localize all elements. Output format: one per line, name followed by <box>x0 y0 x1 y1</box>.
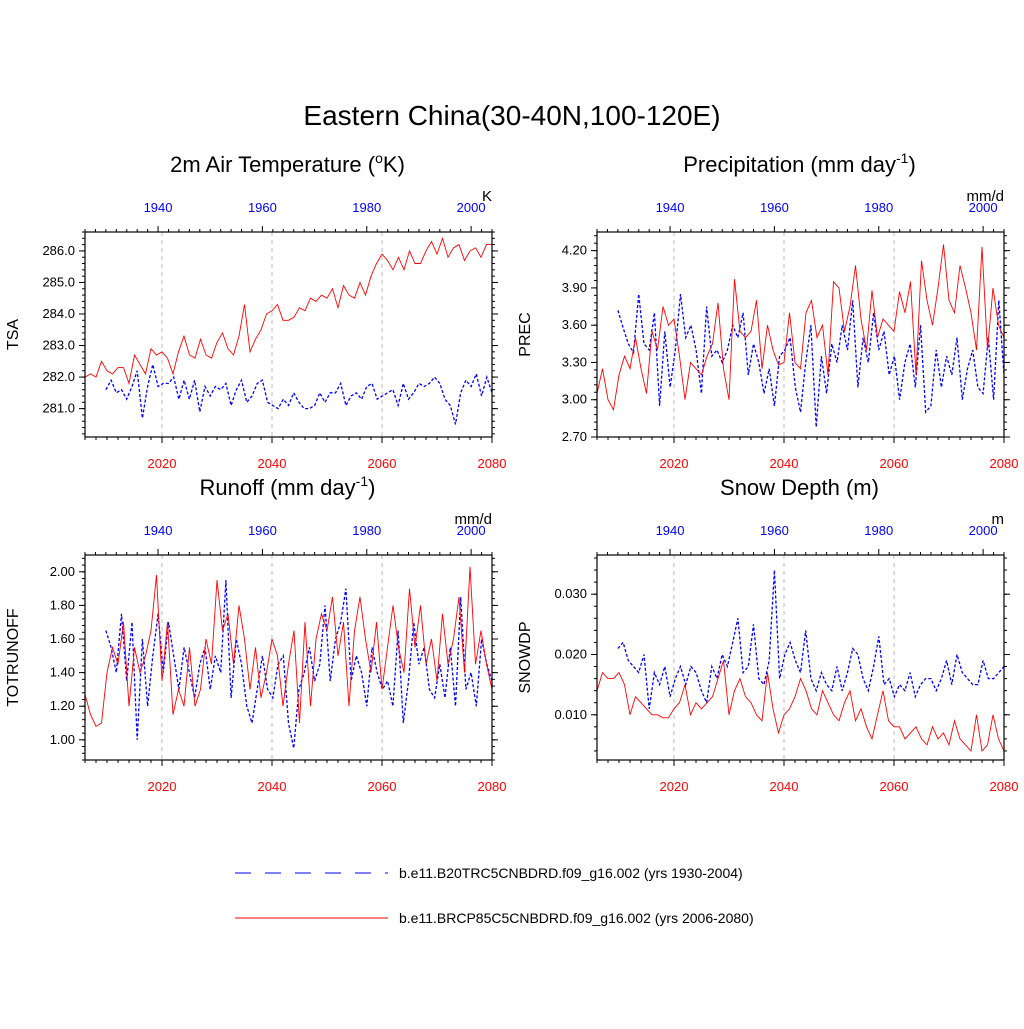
x-tick-label-bottom: 2060 <box>368 456 397 471</box>
panel-title: 2m Air Temperature (oK) <box>170 150 405 177</box>
panel-title: Snow Depth (m) <box>720 475 879 500</box>
x-tick-label-bottom: 2060 <box>880 456 909 471</box>
x-tick-label-top: 1940 <box>656 200 685 215</box>
x-tick-label-top: 1960 <box>760 523 789 538</box>
plot-frame <box>84 231 493 438</box>
x-tick-label-bottom: 2040 <box>770 779 799 794</box>
chart-panel-2: Precipitation (mm day-1) mm/d PREC 2.70 3.00… <box>517 150 1018 471</box>
x-tick-label-bottom: 2040 <box>258 456 287 471</box>
x-tick-label-bottom: 2080 <box>478 456 507 471</box>
chart-panel-3: Runoff (mm day-1) mm/d TOTRUNOFF 1.00 1.20 1.… <box>5 473 506 794</box>
x-tick-label-bottom: 2020 <box>148 779 177 794</box>
y-tick-label: 284.0 <box>42 306 75 321</box>
series-line-historical <box>617 570 1004 709</box>
legend-label: b.e11.BRCP85C5CNBDRD.f09_g16.002 (yrs 20… <box>399 910 754 926</box>
x-tick-label-bottom: 2040 <box>770 456 799 471</box>
y-tick-label: 1.40 <box>50 665 75 680</box>
plot-frame <box>596 554 1005 761</box>
x-tick-label-top: 1940 <box>656 523 685 538</box>
y-tick-label: 1.60 <box>50 631 75 646</box>
series-line-future <box>597 244 1004 412</box>
figure-title: Eastern China(30-40N,100-120E) <box>303 100 721 131</box>
series-line-future <box>85 236 492 386</box>
chart-panel-4: Snow Depth (m) m SNOWDP 0.010 0.020 0.030 2020… <box>517 475 1018 794</box>
x-tick-label-top: 1940 <box>144 523 173 538</box>
x-tick-label-bottom: 2020 <box>660 456 689 471</box>
y-tick-label: 1.20 <box>50 698 75 713</box>
y-tick-label: 282.0 <box>42 369 75 384</box>
y-tick-label: 0.030 <box>554 586 587 601</box>
x-tick-label-top: 1960 <box>248 523 277 538</box>
x-tick-label-top: 2000 <box>457 200 486 215</box>
y-tick-label: 3.30 <box>562 354 587 369</box>
y-tick-label: 3.60 <box>562 317 587 332</box>
units-label: K <box>482 188 492 205</box>
y-axis-label: PREC <box>517 312 534 356</box>
units-label: mm/d <box>455 511 493 528</box>
panel-title: Runoff (mm day-1) <box>200 473 376 500</box>
y-axis-label: TSA <box>5 319 22 350</box>
y-tick-label: 4.20 <box>562 243 587 258</box>
series-line-historical <box>617 294 1004 428</box>
x-tick-label-bottom: 2080 <box>990 779 1019 794</box>
x-tick-label-bottom: 2080 <box>478 779 507 794</box>
panel-title: Precipitation (mm day-1) <box>683 150 916 177</box>
x-tick-label-top: 1960 <box>248 200 277 215</box>
y-tick-label: 2.00 <box>50 564 75 579</box>
x-tick-label-top: 2000 <box>969 200 998 215</box>
x-tick-label-top: 1980 <box>352 200 381 215</box>
y-tick-label: 281.0 <box>42 401 75 416</box>
legend-label: b.e11.B20TRC5CNBDRD.f09_g16.002 (yrs 193… <box>399 865 743 881</box>
x-tick-label-bottom: 2020 <box>660 779 689 794</box>
y-tick-label: 1.80 <box>50 597 75 612</box>
y-tick-label: 285.0 <box>42 274 75 289</box>
y-tick-label: 3.90 <box>562 280 587 295</box>
legend: b.e11.B20TRC5CNBDRD.f09_g16.002 (yrs 193… <box>235 865 754 926</box>
x-tick-label-bottom: 2020 <box>148 456 177 471</box>
x-tick-label-bottom: 2060 <box>368 779 397 794</box>
y-tick-label: 0.010 <box>554 707 587 722</box>
y-tick-label: 0.020 <box>554 646 587 661</box>
plot-frame <box>84 554 493 761</box>
x-tick-label-top: 1940 <box>144 200 173 215</box>
x-tick-label-bottom: 2060 <box>880 779 909 794</box>
y-axis-label: SNOWDP <box>517 622 534 694</box>
x-tick-label-top: 2000 <box>969 523 998 538</box>
chart-panel-1: 2m Air Temperature (oK) K TSA 281.0 282.0 283… <box>5 150 506 471</box>
units-label: mm/d <box>967 188 1005 205</box>
x-tick-label-top: 1980 <box>864 200 893 215</box>
x-tick-label-top: 1960 <box>760 200 789 215</box>
y-tick-label: 1.00 <box>50 732 75 747</box>
x-tick-label-top: 1980 <box>352 523 381 538</box>
series-line-historical <box>105 580 492 749</box>
x-tick-label-bottom: 2040 <box>258 779 287 794</box>
x-tick-label-top: 2000 <box>457 523 486 538</box>
y-tick-label: 3.00 <box>562 392 587 407</box>
units-label: m <box>992 511 1005 528</box>
y-tick-label: 286.0 <box>42 243 75 258</box>
x-tick-label-top: 1980 <box>864 523 893 538</box>
y-tick-label: 283.0 <box>42 338 75 353</box>
series-line-historical <box>105 364 492 425</box>
x-tick-label-bottom: 2080 <box>990 456 1019 471</box>
series-line-future <box>85 566 492 728</box>
series-line-future <box>597 660 1004 753</box>
plot-frame <box>596 231 1005 438</box>
y-axis-label: TOTRUNOFF <box>5 608 22 707</box>
y-tick-label: 2.70 <box>562 429 587 444</box>
